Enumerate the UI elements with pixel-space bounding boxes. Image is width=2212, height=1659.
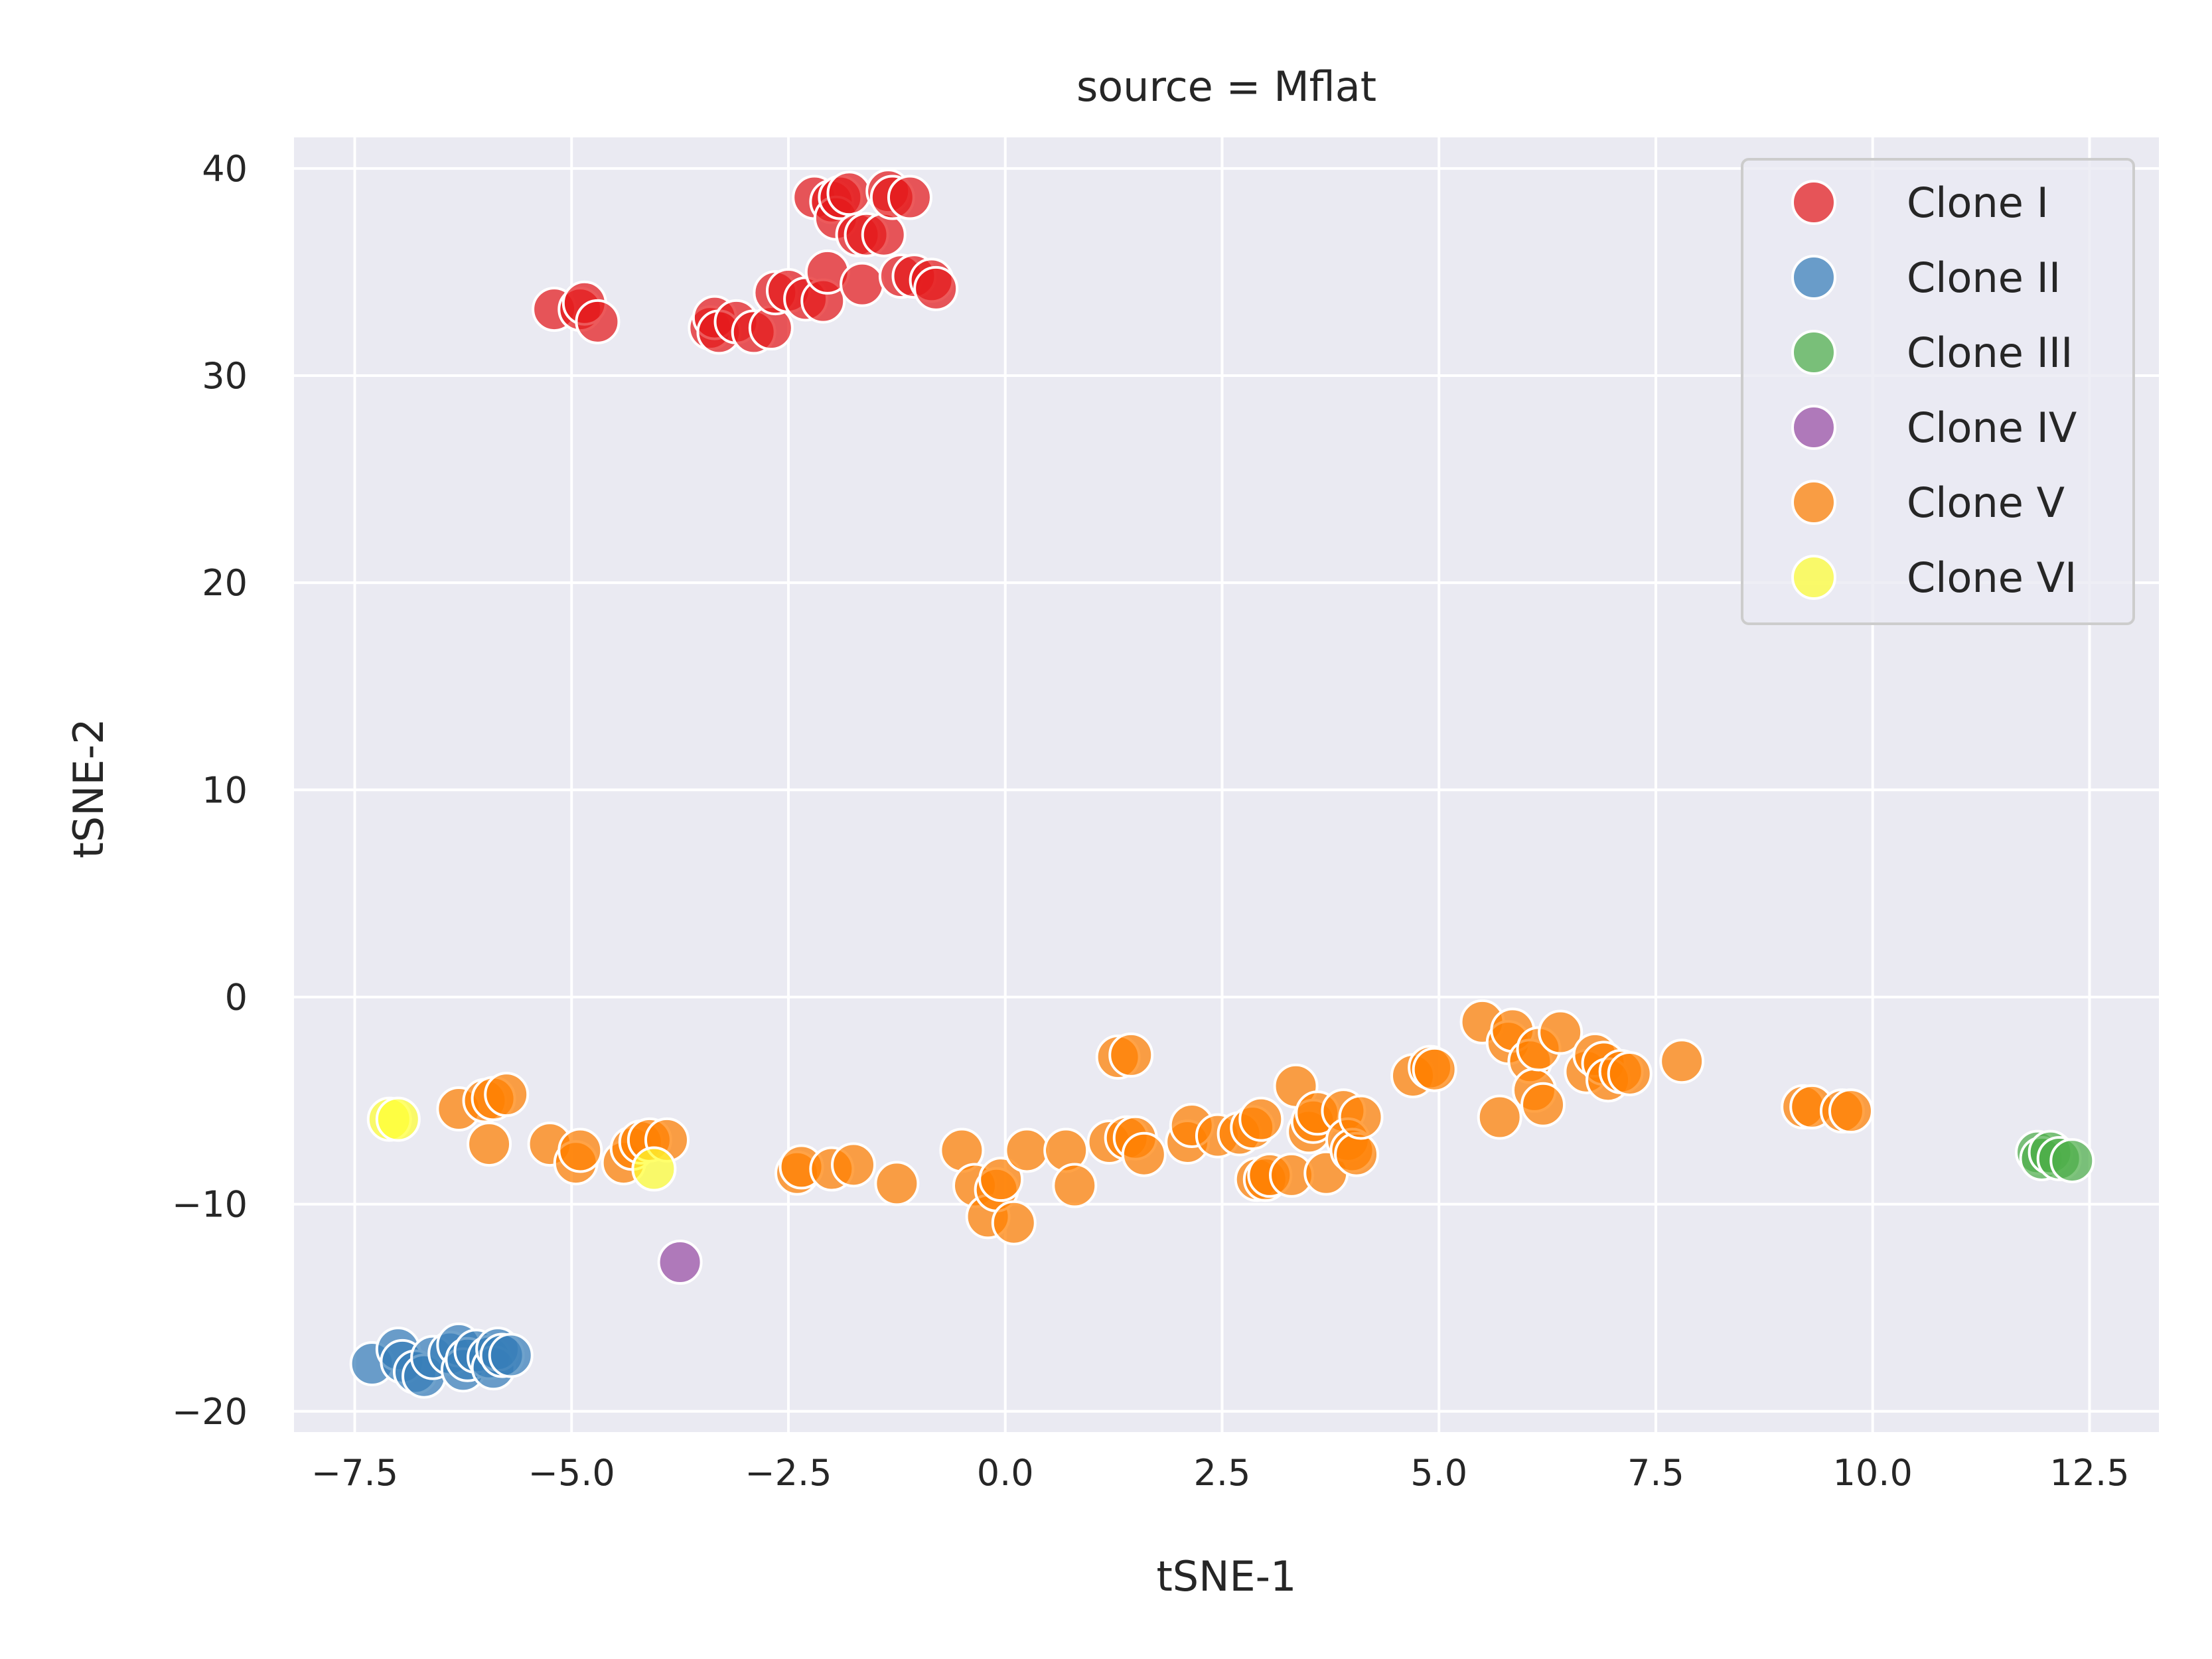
data-point (978, 1157, 1024, 1202)
data-point (557, 1127, 603, 1173)
data-point (1477, 1094, 1522, 1140)
data-point (861, 212, 907, 257)
chart-title: source = Mflat (1076, 62, 1376, 111)
y-tick-label: −20 (172, 1391, 248, 1433)
series-clone-i (532, 169, 959, 355)
data-point (887, 175, 932, 220)
legend-box (1741, 158, 2135, 625)
legend-label: Clone VI (1907, 553, 2077, 602)
y-tick-label: 20 (202, 562, 248, 604)
x-axis-label: tSNE-1 (1156, 1552, 1296, 1601)
x-tick-label: −7.5 (311, 1452, 398, 1494)
series-clone-iv (657, 1240, 703, 1285)
data-point (467, 1121, 512, 1167)
series-clone-v (436, 999, 1874, 1246)
data-point (1238, 1096, 1284, 1142)
data-point (913, 265, 959, 311)
data-point (1412, 1046, 1457, 1092)
x-tick-label: 0.0 (977, 1452, 1034, 1494)
x-tick-label: −5.0 (528, 1452, 615, 1494)
data-point (840, 261, 885, 307)
legend-marker (1791, 480, 1836, 525)
grid-lines-y (294, 167, 2159, 1413)
x-tick-labels: −7.5 −5.0 −2.5 0.0 2.5 5.0 7.5 10.0 12.5 (311, 1452, 2130, 1494)
series-clone-ii (349, 1322, 534, 1399)
x-tick-label: −2.5 (745, 1452, 832, 1494)
x-tick-label: 5.0 (1410, 1452, 1467, 1494)
data-point (1108, 1032, 1154, 1078)
data-point (575, 299, 621, 344)
y-tick-label: 30 (202, 355, 248, 397)
y-axis-label: tSNE-2 (64, 718, 113, 858)
x-tick-label: 2.5 (1194, 1452, 1251, 1494)
series-clone-vi (366, 1096, 677, 1192)
legend-label: Clone V (1907, 478, 2065, 527)
legend-label: Clone II (1907, 253, 2061, 302)
data-point (874, 1161, 920, 1206)
series-clone-iii (2015, 1129, 2095, 1184)
y-tick-label: 0 (225, 976, 248, 1018)
legend-marker (1791, 555, 1836, 600)
data-point (1659, 1039, 1705, 1084)
data-point (1520, 1082, 1566, 1127)
data-point (1538, 1009, 1584, 1055)
data-point (2049, 1138, 2095, 1184)
legend-marker (1791, 405, 1836, 450)
y-tick-label: 10 (202, 769, 248, 811)
data-point (831, 1142, 876, 1188)
y-tick-label: −10 (172, 1184, 248, 1226)
legend-label: Clone I (1907, 179, 2049, 227)
data-point (1334, 1131, 1380, 1177)
legend: Clone I Clone II Clone III Clone IV Clone V C… (1741, 158, 2135, 625)
data-point (484, 1072, 530, 1118)
data-point (991, 1200, 1037, 1246)
data-point (1338, 1094, 1384, 1140)
data-point (1607, 1050, 1653, 1096)
legend-label: Clone III (1907, 328, 2073, 377)
data-point (1004, 1127, 1050, 1173)
data-point (657, 1240, 703, 1285)
y-tick-label: 40 (202, 148, 248, 190)
data-points (349, 169, 2095, 1399)
y-tick-labels: −20 −10 0 10 20 30 40 (172, 148, 248, 1433)
x-tick-label: 12.5 (2049, 1452, 2129, 1494)
data-point (375, 1096, 421, 1142)
legend-marker (1791, 330, 1836, 375)
data-point (1052, 1163, 1098, 1208)
legend-marker (1791, 180, 1836, 225)
x-tick-label: 7.5 (1627, 1452, 1684, 1494)
x-tick-label: 10.0 (1833, 1452, 1913, 1494)
legend-marker (1791, 255, 1836, 300)
data-point (1828, 1088, 1874, 1134)
data-point (488, 1333, 534, 1378)
legend-label: Clone IV (1907, 403, 2077, 452)
data-point (826, 171, 872, 216)
data-point (1121, 1131, 1167, 1177)
data-point (631, 1146, 677, 1192)
